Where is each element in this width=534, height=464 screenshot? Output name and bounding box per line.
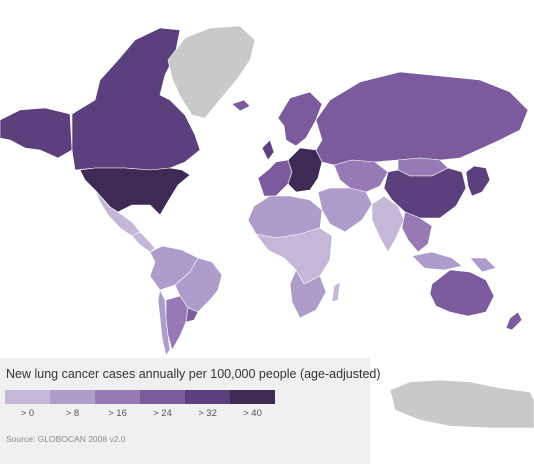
legend-swatch-2 (95, 390, 140, 404)
region-korea-japan[interactable] (465, 165, 491, 197)
region-central-america[interactable] (131, 231, 156, 253)
region-iceland[interactable] (231, 99, 251, 112)
region-indonesia[interactable] (411, 251, 463, 271)
region-scandinavia[interactable] (277, 91, 323, 147)
region-papua[interactable] (469, 257, 497, 273)
region-middle-east[interactable] (317, 187, 373, 233)
legend-swatch-5 (230, 390, 275, 404)
region-argentina[interactable] (165, 295, 189, 351)
region-alaska[interactable] (0, 107, 73, 159)
region-australia[interactable] (429, 269, 495, 317)
legend-swatch-3 (140, 390, 185, 404)
legend-label-4: > 32 (198, 408, 217, 419)
legend-label-1: > 8 (65, 408, 80, 419)
region-madagascar[interactable] (331, 281, 341, 303)
region-greenland (167, 25, 256, 119)
legend-swatch-4 (185, 390, 230, 404)
region-russia[interactable] (315, 71, 529, 166)
legend-panel: New lung cancer cases annually per 100,0… (0, 358, 381, 464)
region-new-zealand[interactable] (505, 311, 523, 331)
region-uk[interactable] (261, 139, 275, 161)
legend-swatches (5, 390, 275, 404)
region-uruguay[interactable] (185, 307, 199, 323)
legend-labels: > 0 > 8 > 16 > 24 > 32 > 40 (5, 408, 275, 419)
region-central-europe[interactable] (287, 147, 323, 193)
region-western-europe[interactable] (257, 159, 293, 197)
legend-swatch-1 (50, 390, 95, 404)
region-antarctica (389, 379, 534, 429)
region-china[interactable] (383, 167, 467, 219)
region-southern-africa[interactable] (289, 269, 327, 319)
legend-label-5: > 40 (243, 408, 262, 419)
region-chile[interactable] (157, 289, 171, 356)
source-note: Source: GLOBOCAN 2008 v2.0 (6, 434, 126, 444)
region-central-asia[interactable] (333, 159, 389, 193)
legend-swatch-0 (5, 390, 50, 404)
legend-label-2: > 16 (108, 408, 127, 419)
region-india[interactable] (371, 195, 405, 253)
legend-label-3: > 24 (153, 408, 172, 419)
region-sub-saharan-africa[interactable] (255, 227, 333, 285)
legend-label-0: > 0 (20, 408, 35, 419)
legend-title: New lung cancer cases annually per 100,0… (6, 367, 381, 381)
region-southeast-asia[interactable] (401, 211, 433, 253)
